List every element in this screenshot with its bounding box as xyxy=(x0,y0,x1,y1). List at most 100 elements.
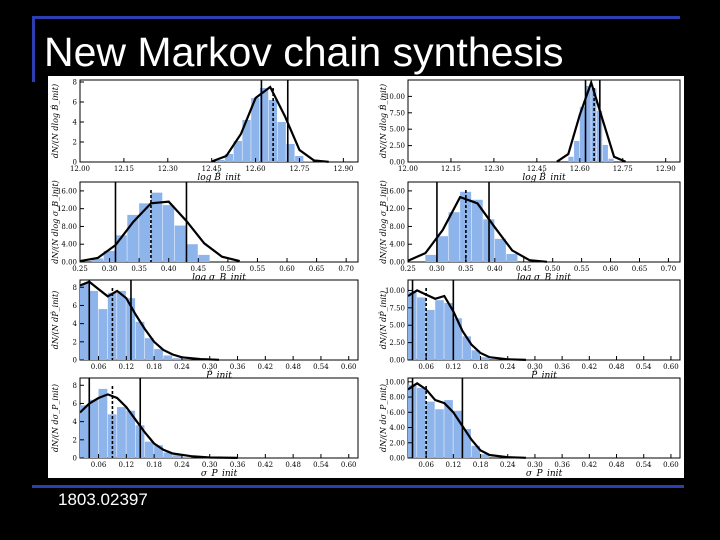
x-axis-label: log B̂_init xyxy=(522,171,566,183)
histogram-bar xyxy=(579,106,586,162)
x-tick-label: 0.35 xyxy=(131,265,147,273)
x-tick-label: 0.50 xyxy=(545,265,561,273)
x-tick-label: 0.06 xyxy=(91,363,107,371)
density-curve xyxy=(79,280,220,361)
x-tick-label: 12.15 xyxy=(441,165,461,173)
histogram-bar xyxy=(135,321,145,360)
y-tick-label: 2.50 xyxy=(389,339,405,347)
x-tick-label: 0.25 xyxy=(400,265,416,273)
x-tick-label: 0.42 xyxy=(258,461,274,469)
x-tick-label: 0.42 xyxy=(582,363,598,371)
histogram-bar xyxy=(303,161,313,162)
y-tick-label: 16.00 xyxy=(385,187,405,195)
y-tick-label: 4.00 xyxy=(61,241,77,249)
y-tick-label: 0.00 xyxy=(389,455,405,463)
histogram-bar xyxy=(154,349,163,360)
x-tick-label: 0.06 xyxy=(91,461,107,469)
x-tick-label: 12.75 xyxy=(613,165,633,173)
histogram-bar xyxy=(471,199,483,262)
histogram-bar xyxy=(462,429,471,458)
y-tick-label: 4 xyxy=(73,418,78,426)
x-tick-label: 0.25 xyxy=(72,265,88,273)
y-tick-label: 0 xyxy=(73,159,77,167)
histogram-bar xyxy=(103,250,115,262)
histogram-bar xyxy=(417,297,426,360)
x-tick-label: 0.60 xyxy=(603,265,619,273)
x-tick-label: 0.70 xyxy=(661,265,677,273)
y-axis-label: dN/(N dlog B̂_init) xyxy=(379,84,388,158)
x-tick-label: 0.24 xyxy=(174,461,190,469)
y-tick-label: 12.00 xyxy=(57,205,77,213)
y-tick-label: 4.00 xyxy=(389,424,405,432)
x-tick-label: 12.00 xyxy=(398,165,418,173)
panel-right-2: 0.25 0.30 0.35 0.40 0.45 0.50 0.55 0.60 0.65 0.70… xyxy=(379,180,681,283)
x-axis-label: σ_P_init xyxy=(526,469,563,478)
histogram-bar xyxy=(506,254,518,262)
panel-left-3: 0.06 0.12 0.18 0.24 0.30 0.36 0.42 0.48 0.54 0.60… xyxy=(51,279,359,381)
x-tick-label: 0.24 xyxy=(174,363,190,371)
x-tick-label: 0.35 xyxy=(458,265,474,273)
x-axis-label: P̂_init xyxy=(205,369,232,381)
histogram-bar xyxy=(233,141,242,162)
histogram-bar xyxy=(444,400,453,458)
density-curve xyxy=(407,195,548,263)
y-tick-label: 4 xyxy=(73,320,78,328)
x-tick-label: 0.40 xyxy=(161,265,177,273)
x-tick-label: 0.55 xyxy=(574,265,590,273)
x-tick-label: 0.30 xyxy=(202,363,218,371)
histogram-bar xyxy=(115,235,127,262)
y-tick-label: 10.00 xyxy=(385,93,405,101)
x-tick-label: 0.48 xyxy=(609,363,625,371)
y-tick-label: 2.00 xyxy=(389,439,405,447)
histogram-bar xyxy=(172,455,182,458)
x-tick-label: 0.65 xyxy=(632,265,648,273)
x-tick-label: 0.36 xyxy=(230,363,246,371)
histogram-bar xyxy=(417,387,426,458)
y-axis-label: dN/(N dP̂_init) xyxy=(51,291,60,350)
left-rule xyxy=(32,16,35,82)
y-axis-label: dN/(N dlog σ_B_init) xyxy=(51,180,60,264)
density-curve xyxy=(407,381,526,459)
density-curve xyxy=(407,289,526,361)
x-tick-label: 0.40 xyxy=(487,265,503,273)
histogram-bar xyxy=(89,399,99,458)
histogram-grid: 12.00 12.15 12.30 12.45 12.60 12.75 12.90 0 2 4 6 8… xyxy=(51,79,681,479)
histogram-bar xyxy=(444,302,453,360)
x-tick-label: 12.75 xyxy=(289,165,309,173)
histogram-bar xyxy=(471,445,481,458)
histogram-bar xyxy=(107,292,117,360)
x-tick-label: 0.36 xyxy=(554,461,570,469)
y-tick-label: 10.00 xyxy=(385,287,405,295)
slide-title: New Markov chain synthesis xyxy=(44,29,564,75)
x-tick-label: 0.36 xyxy=(230,461,246,469)
histogram-bar xyxy=(462,336,471,360)
histogram-bar xyxy=(163,355,173,360)
x-tick-label: 12.30 xyxy=(158,165,178,173)
histogram-bar xyxy=(585,85,591,162)
y-tick-label: 0 xyxy=(73,455,77,463)
figure-panel: 12.00 12.15 12.30 12.45 12.60 12.75 12.90 0 2 4 6 8… xyxy=(48,76,684,479)
x-tick-label: 0.54 xyxy=(636,363,652,371)
x-tick-label: 12.30 xyxy=(484,165,504,173)
x-tick-label: 0.65 xyxy=(309,265,325,273)
panel-left-1: 12.00 12.15 12.30 12.45 12.60 12.75 12.90 0 2 4 6 8… xyxy=(51,79,359,183)
histogram-bar xyxy=(224,154,234,162)
histogram-bar xyxy=(448,212,460,262)
histogram-bar xyxy=(154,445,163,458)
x-tick-label: 0.48 xyxy=(285,363,301,371)
density-curve xyxy=(211,85,329,163)
panel-left-4: 0.06 0.12 0.18 0.24 0.30 0.36 0.42 0.48 0.54 0.60… xyxy=(51,377,359,479)
histogram-bar xyxy=(277,122,286,162)
histogram-bar xyxy=(574,141,580,162)
y-tick-label: 2 xyxy=(73,139,77,147)
histogram-bar xyxy=(242,120,251,162)
x-tick-label: 0.60 xyxy=(663,363,679,371)
x-tick-label: 0.30 xyxy=(527,461,543,469)
x-tick-label: 0.54 xyxy=(313,363,329,371)
y-tick-label: 8.00 xyxy=(389,223,405,231)
histogram-bar xyxy=(98,388,108,458)
x-tick-label: 0.60 xyxy=(663,461,679,469)
histogram-bar xyxy=(126,410,136,458)
x-tick-label: 12.60 xyxy=(570,165,590,173)
histogram-bar xyxy=(426,401,435,458)
